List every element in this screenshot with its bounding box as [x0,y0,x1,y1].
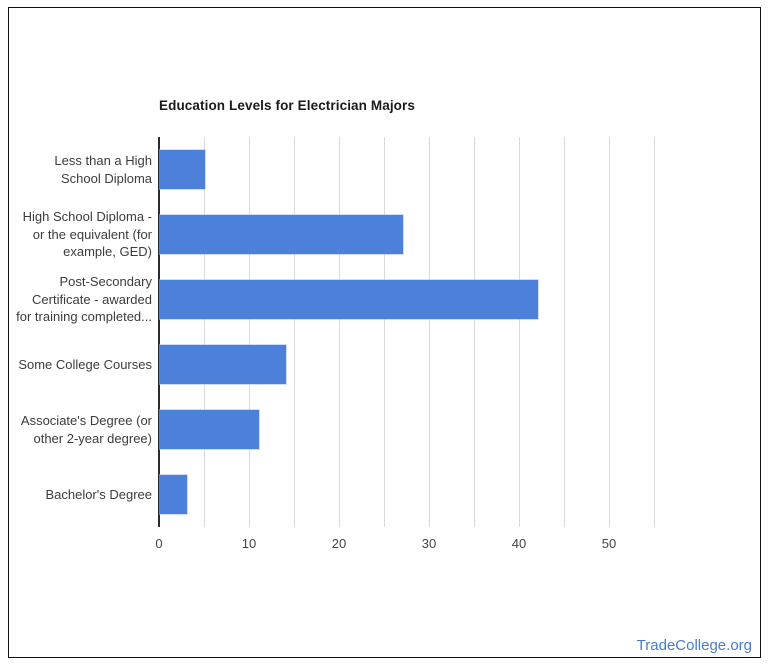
y-axis-label: Associate's Degree (or other 2-year degre… [20,413,152,446]
y-axis-label: Some College Courses [18,356,152,372]
y-axis-labels: Less than a High School Diploma High Schoo… [11,137,152,527]
gridline [519,137,520,527]
bar-2 [160,280,538,319]
y-axis-label: Bachelor's Degree [45,486,152,502]
gridline [339,137,340,527]
gridline [384,137,385,527]
x-tick-label: 30 [421,536,437,551]
gridline [249,137,250,527]
gridline [654,137,655,527]
y-axis-label: Less than a High School Diploma [54,153,152,186]
y-axis-line [158,137,160,527]
gridline [564,137,565,527]
plot-area [158,137,655,527]
gridline [609,137,610,527]
x-tick-label: 10 [241,536,257,551]
bar-4 [160,410,259,449]
gridline [429,137,430,527]
bar-1 [160,215,403,254]
x-tick-label: 20 [331,536,347,551]
bar-3 [160,345,286,384]
bar-0 [160,150,205,189]
footer-link[interactable]: TradeCollege.org [636,637,752,654]
gridline [204,137,205,527]
x-tick-label: 40 [511,536,527,551]
chart-title: Education Levels for Electrician Majors [159,98,415,113]
gridline [474,137,475,527]
x-tick-label: 0 [155,536,163,551]
y-axis-label: High School Diploma - or the equivalent (… [22,209,152,260]
bar-5 [160,475,187,514]
y-axis-label: Post-Secondary Certificate - awarded for t… [16,274,152,325]
chart-frame: Education Levels for Electrician Majors … [8,7,761,658]
x-tick-label: 50 [601,536,617,551]
gridline [294,137,295,527]
x-axis-ticks: 0 10 20 30 40 50 [155,536,654,552]
